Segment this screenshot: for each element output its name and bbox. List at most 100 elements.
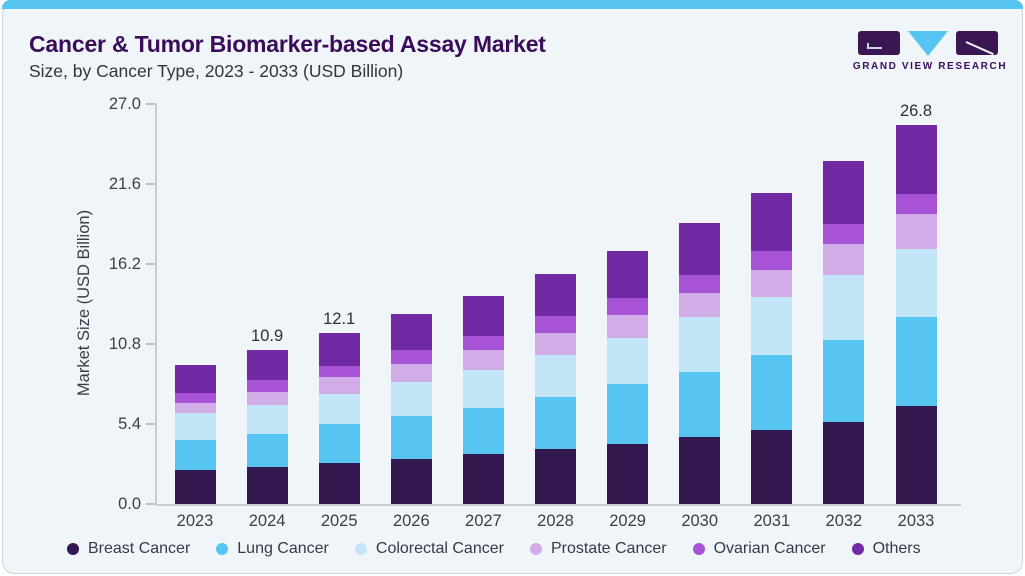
y-tick-label: 10.8 xyxy=(108,335,141,353)
bar-segment-prostate-cancer xyxy=(462,349,504,370)
y-tick-mark xyxy=(146,343,155,345)
bar-segment-lung-cancer xyxy=(679,371,721,438)
y-axis-title: Market Size (USD Billion) xyxy=(75,209,93,397)
page-title: Cancer & Tumor Biomarker-based Assay Mar… xyxy=(29,31,546,57)
legend-item-breast-cancer: Breast Cancer xyxy=(67,540,190,558)
bar-segment-prostate-cancer xyxy=(535,333,576,355)
y-tick-label: 27.0 xyxy=(108,95,141,113)
bar-segment-others xyxy=(390,314,432,351)
bar-segment-breast-cancer xyxy=(174,470,216,504)
bar-segment-breast-cancer xyxy=(535,449,576,504)
bar-total-label: 12.1 xyxy=(323,309,356,328)
bar-segment-ovarian-cancer xyxy=(607,298,649,315)
y-tick-label: 21.6 xyxy=(108,175,141,193)
stacked-bar-2024 xyxy=(246,349,288,504)
stacked-bar-2027 xyxy=(462,295,504,504)
bar-segment-lung-cancer xyxy=(751,355,793,430)
bar-segment-others xyxy=(607,251,649,298)
bar-segment-prostate-cancer xyxy=(318,377,360,395)
logo-v-icon xyxy=(908,31,948,56)
bar-segment-ovarian-cancer xyxy=(390,350,432,364)
bar-segment-colorectal-cancer xyxy=(246,405,288,435)
stacked-bar-2033 xyxy=(895,124,937,504)
legend-dot-icon xyxy=(529,543,542,555)
legend-item-prostate-cancer: Prostate Cancer xyxy=(529,540,667,558)
bar-segment-ovarian-cancer xyxy=(823,223,865,245)
bar-segment-colorectal-cancer xyxy=(174,413,216,440)
stacked-bar-2023 xyxy=(174,364,216,504)
bar-segment-prostate-cancer xyxy=(174,402,216,414)
bar-segment-breast-cancer xyxy=(679,437,721,504)
legend-item-colorectal-cancer: Colorectal Cancer xyxy=(354,540,504,558)
legend-label: Breast Cancer xyxy=(88,540,191,557)
logo-g-glyph xyxy=(867,47,882,49)
bar-segment-breast-cancer xyxy=(390,459,432,504)
bar-segment-others xyxy=(895,124,937,194)
x-tick-label: 2024 xyxy=(248,512,286,530)
x-tick-label: 2028 xyxy=(537,512,574,530)
grand-view-research-logo: GRAND VIEW RESEARCH xyxy=(853,31,1006,75)
bar-segment-breast-cancer xyxy=(751,429,793,504)
bar-segment-ovarian-cancer xyxy=(246,380,288,392)
bar-segment-breast-cancer xyxy=(823,421,865,504)
legend-label: Others xyxy=(872,540,921,557)
legend-dot-icon xyxy=(692,543,705,555)
y-tick-label: 16.2 xyxy=(108,255,141,273)
bar-segment-prostate-cancer xyxy=(823,244,865,275)
bar-segment-others xyxy=(535,273,576,317)
bar-segment-others xyxy=(823,160,865,224)
page-subtitle: Size, by Cancer Type, 2023 - 2033 (USD B… xyxy=(29,61,404,81)
bar-segment-prostate-cancer xyxy=(390,363,432,382)
logo-r-glyph xyxy=(965,41,994,56)
bar-segment-others xyxy=(318,332,360,366)
x-tick-label: 2030 xyxy=(681,512,719,530)
legend-item-others: Others xyxy=(851,540,921,558)
logo-g-icon xyxy=(858,31,900,55)
bar-segment-lung-cancer xyxy=(823,339,865,422)
bar-segment-colorectal-cancer xyxy=(462,369,504,408)
bar-segment-prostate-cancer xyxy=(751,269,793,298)
bar-segment-colorectal-cancer xyxy=(390,381,432,417)
y-tick-mark xyxy=(146,183,155,185)
stacked-bar-2032 xyxy=(823,160,865,504)
y-tick-label: 0.0 xyxy=(118,495,141,513)
bar-segment-lung-cancer xyxy=(607,384,649,444)
bar-segment-breast-cancer xyxy=(607,443,649,504)
bar-segment-ovarian-cancer xyxy=(535,316,576,334)
y-tick-mark xyxy=(146,503,155,505)
bar-segment-ovarian-cancer xyxy=(679,275,721,294)
bar-segment-lung-cancer xyxy=(895,317,937,406)
bar-segment-lung-cancer xyxy=(174,439,216,471)
bar-segment-prostate-cancer xyxy=(679,293,721,318)
legend-dot-icon xyxy=(216,543,229,555)
y-tick-mark xyxy=(146,103,155,105)
stacked-bar-2028 xyxy=(535,273,576,504)
x-tick-label: 2025 xyxy=(320,512,358,530)
bar-total-label: 26.8 xyxy=(899,101,933,120)
bar-segment-prostate-cancer xyxy=(246,391,288,406)
bar-segment-breast-cancer xyxy=(246,467,288,504)
bar-segment-colorectal-cancer xyxy=(751,297,793,356)
bar-segment-ovarian-cancer xyxy=(751,250,793,270)
legend-item-lung-cancer: Lung Cancer xyxy=(216,540,329,558)
bar-segment-ovarian-cancer xyxy=(462,335,504,350)
top-accent-strip xyxy=(2,0,1023,9)
bar-segment-colorectal-cancer xyxy=(607,337,649,385)
x-tick-label: 2023 xyxy=(176,512,214,530)
bar-segment-lung-cancer xyxy=(390,416,432,460)
bar-total-label: 10.9 xyxy=(251,326,284,345)
bar-segment-others xyxy=(679,222,721,276)
bar-segment-lung-cancer xyxy=(246,434,288,468)
bar-segment-prostate-cancer xyxy=(607,314,649,338)
bar-segment-lung-cancer xyxy=(462,407,504,455)
bar-segment-colorectal-cancer xyxy=(895,249,937,318)
y-tick-mark xyxy=(146,263,155,265)
bar-segment-prostate-cancer xyxy=(895,214,937,250)
legend: Breast Cancer Lung Cancer Colorectal Cance… xyxy=(67,540,921,558)
x-tick-label: 2032 xyxy=(825,512,863,530)
x-tick-label: 2033 xyxy=(897,512,935,530)
bar-segment-breast-cancer xyxy=(318,462,360,504)
x-tick-label: 2029 xyxy=(609,512,646,530)
logo-text: GRAND VIEW RESEARCH xyxy=(852,61,1008,72)
